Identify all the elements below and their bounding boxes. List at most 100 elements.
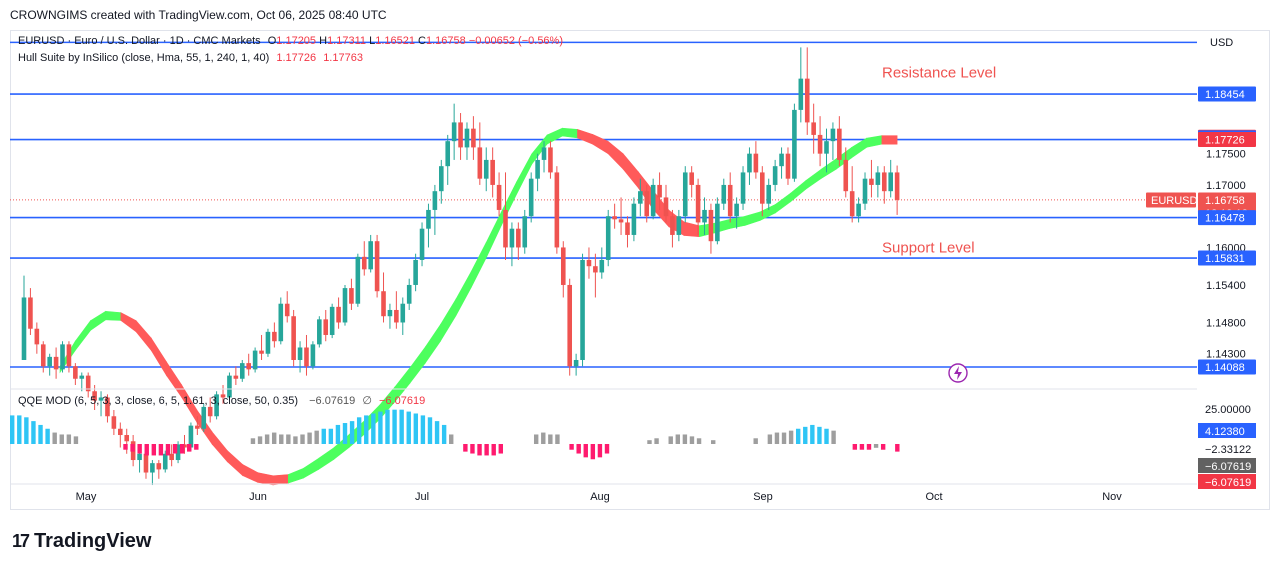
price-label-text: 1.15831 [1205, 253, 1245, 265]
indicator-title: Hull Suite by InSilico (close, Hma, 55, … [18, 52, 270, 64]
candle-body [400, 303, 406, 323]
hull-segment [74, 319, 91, 352]
annotation-label: Support Level [882, 239, 975, 256]
qqe-bar [427, 417, 433, 444]
qqe-bar [328, 428, 334, 444]
high-label: H [319, 35, 328, 47]
hull-segment [440, 298, 457, 343]
qqe-bar [300, 434, 305, 444]
qqe-bar [66, 434, 72, 444]
tradingview-logo-icon: 17 [12, 531, 30, 551]
hull-segment [851, 137, 867, 159]
qqe-bar [392, 409, 397, 444]
candle-body [381, 291, 386, 317]
qqe-bar [604, 444, 610, 454]
candle-body [336, 306, 341, 323]
qqe-bar [399, 409, 404, 444]
horizontal-levels [10, 41, 1197, 368]
qqe-tick-label: −6.07619 [1205, 477, 1251, 489]
hull-segment [455, 271, 472, 317]
candle-body [304, 347, 309, 367]
indicator-value-1: 1.17726 [276, 52, 317, 64]
candle-body [638, 191, 643, 204]
price-tick-label: 1.14300 [1206, 349, 1246, 361]
qqe-bar [194, 444, 199, 450]
candle-body [869, 178, 874, 185]
candle-body [792, 109, 797, 179]
candle-body [355, 256, 361, 304]
chart-frame [10, 30, 1270, 510]
qqe-bar [264, 434, 270, 444]
candle-body [856, 203, 861, 217]
qqe-bar [434, 421, 440, 444]
qqe-bar [342, 423, 348, 444]
price-label-text: 1.14088 [1205, 362, 1245, 374]
hull-segment [470, 242, 487, 289]
candle-body [837, 128, 842, 160]
hull-segment [866, 135, 883, 148]
hull-segment [592, 133, 609, 155]
candle-body [79, 375, 85, 379]
candle-body [349, 288, 354, 304]
candle-body [682, 172, 688, 217]
qqe-bar [441, 424, 447, 444]
qqe-bar [10, 415, 15, 444]
qqe-bar [753, 438, 758, 444]
candle-body [663, 197, 669, 217]
candle-body [419, 228, 425, 260]
hull-segment [272, 474, 289, 486]
qqe-label-badge [1198, 423, 1256, 438]
qqe-bar [484, 444, 489, 456]
qqe-value-2: −6.07619 [379, 395, 426, 407]
candle-body [85, 375, 91, 392]
qqe-bar [711, 440, 716, 444]
hull-segment [561, 127, 578, 139]
hull-segment [881, 135, 898, 145]
low-value: 1.16521 [375, 35, 415, 47]
candle-body [804, 78, 810, 123]
hull-segment [90, 310, 106, 332]
alert-icon[interactable] [948, 363, 968, 383]
close-label: C [418, 35, 426, 47]
qqe-bar [795, 428, 801, 444]
symbol-legend[interactable]: EURUSD · Euro / U.S. Dollar · 1D · CMC M… [18, 35, 563, 47]
price-label-badge [1198, 86, 1256, 102]
candle-body [182, 444, 187, 448]
hull-segment [135, 319, 152, 352]
candle-body [830, 128, 836, 142]
hull-segment [546, 127, 563, 145]
candle-body [760, 172, 765, 204]
qqe-bar [696, 438, 702, 444]
qqe-value-1: −6.07619 [309, 395, 356, 407]
qqe-bar [689, 436, 695, 444]
candle-body [98, 397, 104, 401]
candle-body [137, 453, 142, 461]
qqe-bar [364, 415, 369, 444]
qqe-label-badge [1198, 474, 1256, 489]
qqe-bar [187, 444, 192, 452]
price-axis: 1.175001.170001.160001.154001.148001.143… [1146, 86, 1256, 375]
candle-body [297, 347, 303, 360]
qqe-bar [597, 444, 603, 458]
high-value: 1.17311 [327, 35, 367, 47]
candle-body [175, 444, 181, 461]
candle-body [702, 209, 707, 223]
candle-body [541, 147, 547, 160]
candle-body [40, 344, 46, 367]
qqe-bar [852, 444, 858, 450]
indicator-legend[interactable]: Hull Suite by InSilico (close, Hma, 55, … [18, 52, 363, 64]
qqe-bar [45, 428, 50, 444]
candle-body [28, 297, 33, 329]
qqe-bar [271, 432, 277, 444]
candle-body [239, 363, 245, 379]
symbol-tag-badge [1146, 192, 1196, 208]
price-tick-label: 1.17000 [1206, 180, 1246, 192]
qqe-bar [810, 424, 815, 444]
hull-segment [151, 337, 167, 377]
currency-label[interactable]: USD [1210, 37, 1234, 49]
candle-body [227, 375, 232, 398]
qqe-legend[interactable]: QQE MOD (6, 5, 3, 3, close, 6, 5, 1.61, … [18, 394, 425, 407]
time-tick-label: Oct [925, 491, 942, 503]
candle-body [111, 416, 117, 429]
